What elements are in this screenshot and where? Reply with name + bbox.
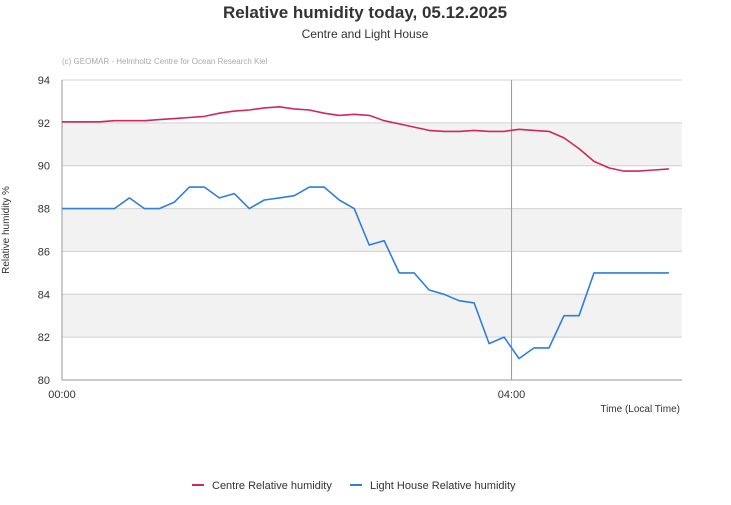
- legend-label[interactable]: Centre Relative humidity: [212, 480, 332, 492]
- y-tick-label: 88: [38, 204, 50, 216]
- y-tick-label: 84: [38, 289, 50, 301]
- x-tick-label: 00:00: [48, 389, 76, 401]
- x-axis-label: Time (Local Time): [600, 404, 680, 415]
- y-axis-label: Relative humidity %: [1, 186, 12, 274]
- y-tick-label: 82: [38, 332, 50, 344]
- plot-band: [62, 294, 682, 338]
- credit: (c) GEOMAR - Helmholtz Centre for Ocean …: [62, 57, 268, 66]
- plot-band: [62, 122, 682, 166]
- y-tick-label: 90: [38, 161, 50, 173]
- y-tick-label: 92: [38, 118, 50, 130]
- series-line: [62, 106, 669, 172]
- chart-subtitle: Centre and Light House: [302, 27, 429, 41]
- y-tick-label: 80: [38, 375, 50, 387]
- series-line: [62, 186, 669, 360]
- y-tick-label: 94: [38, 75, 50, 87]
- x-tick-label: 04:00: [498, 389, 526, 401]
- chart-title: Relative humidity today, 05.12.2025: [223, 3, 507, 22]
- y-tick-label: 86: [38, 246, 50, 258]
- legend-label[interactable]: Light House Relative humidity: [370, 480, 516, 492]
